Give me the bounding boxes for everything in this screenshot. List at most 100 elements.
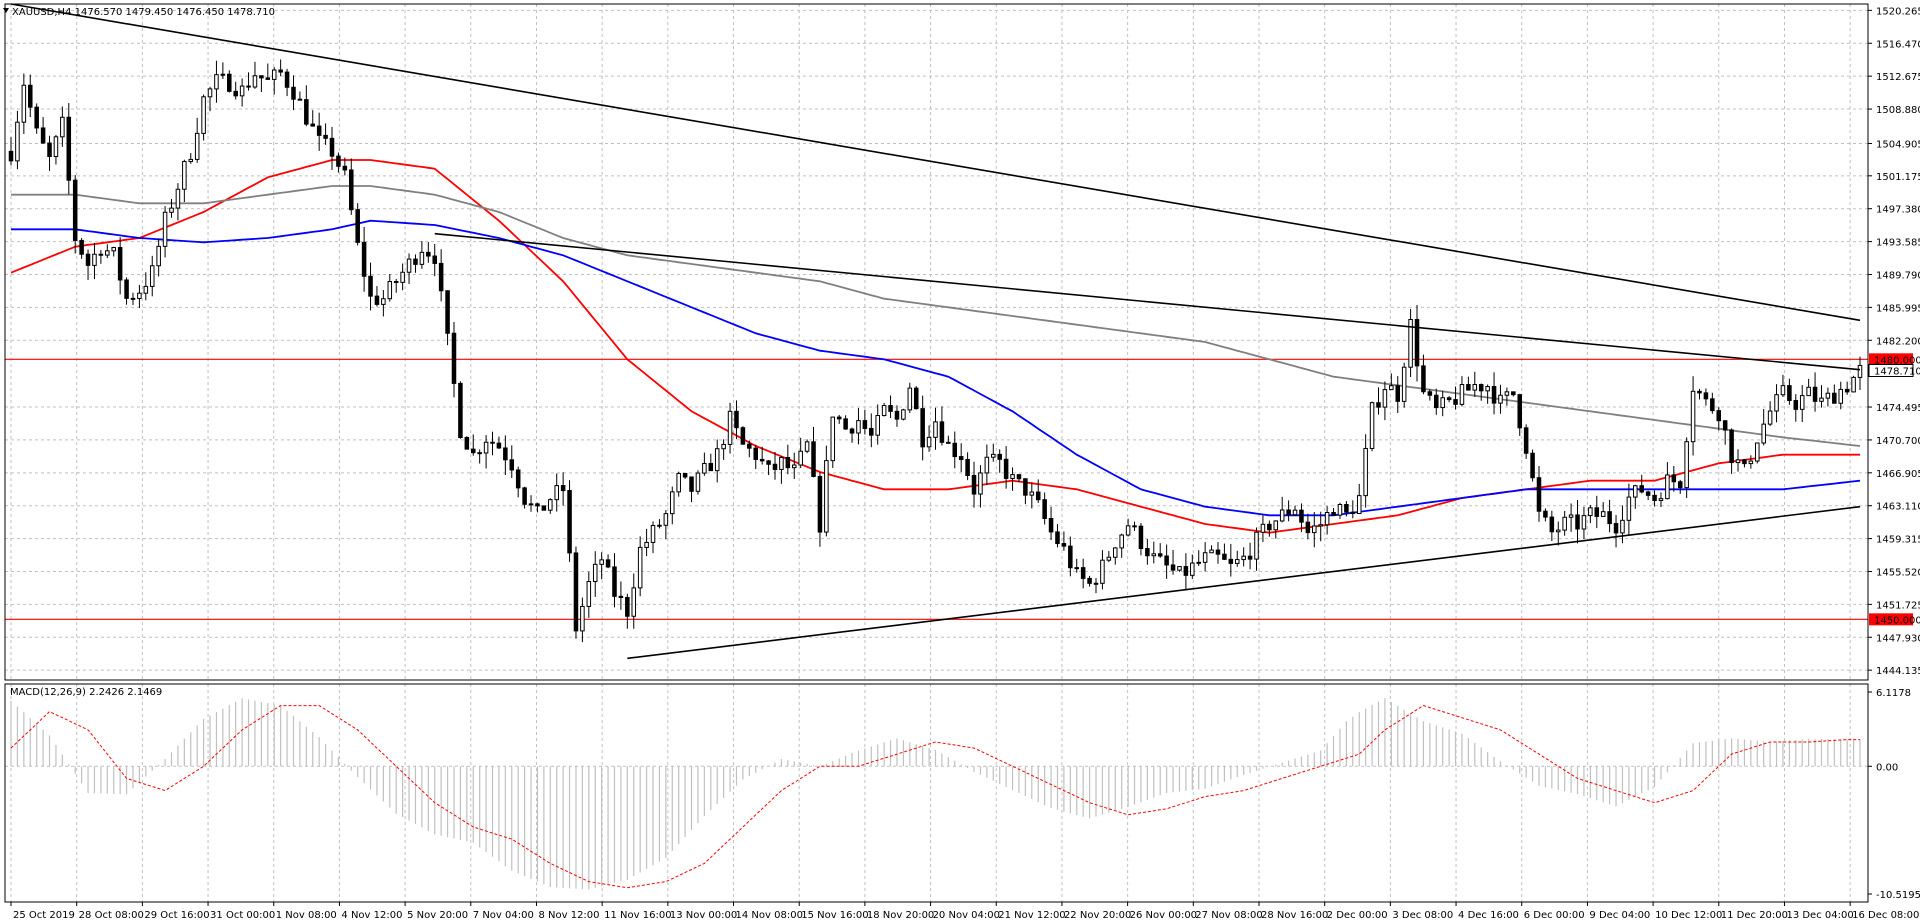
trendline[interactable] — [10, 3, 1861, 322]
horizontal-levels[interactable]: 1480.000 1450.000 1478.710 — [5, 353, 1920, 626]
candle-body — [316, 125, 322, 136]
candle-body — [1363, 447, 1368, 497]
candle-body — [1517, 394, 1522, 429]
candle-body — [1600, 511, 1606, 517]
candle-body — [419, 251, 425, 265]
candle-body — [869, 427, 874, 436]
candle-body — [952, 442, 958, 458]
candle-body — [438, 262, 444, 292]
candle-body — [1087, 577, 1092, 584]
candle-body — [1677, 481, 1683, 489]
candle-body — [156, 245, 161, 267]
candle-body — [663, 513, 669, 526]
candle-body — [657, 524, 662, 527]
candle-body — [1068, 545, 1073, 569]
candle-body — [554, 485, 559, 501]
candle-body — [1414, 319, 1420, 367]
candle-body — [124, 279, 129, 299]
trendline[interactable] — [434, 232, 1861, 371]
candle-body — [297, 98, 303, 101]
candle-body — [1498, 394, 1503, 404]
candle-body — [105, 250, 110, 256]
candle-body — [1478, 384, 1484, 392]
candle-body — [207, 88, 213, 98]
price-level-label: 1450.000 — [1874, 615, 1920, 626]
candle-body — [1273, 520, 1279, 531]
moving-averages[interactable] — [10, 159, 1861, 534]
price-tick-label: 1520.265 — [1876, 6, 1920, 17]
candle-body — [143, 285, 149, 294]
candle-body — [149, 265, 155, 287]
candle-body — [1851, 376, 1856, 393]
candle-body — [329, 137, 335, 157]
time-tick-label: 11 Dec 20:00 — [1721, 910, 1788, 921]
time-axis[interactable]: 25 Oct 2019 28 Oct 08:00 29 Oct 16:00 31 Oc… — [10, 902, 1919, 921]
candle-body — [1748, 460, 1754, 465]
candle-body — [1440, 397, 1445, 409]
candle-body — [400, 271, 405, 283]
macd-tick-label: 0.00 — [1876, 762, 1898, 773]
candle-body — [92, 253, 97, 266]
symbol-dropdown-icon[interactable] — [3, 8, 9, 13]
candle-body — [117, 247, 123, 281]
candle-body — [1735, 459, 1741, 464]
candle-body — [644, 541, 649, 548]
time-tick-label: 7 Nov 04:00 — [473, 910, 534, 921]
candle-body — [702, 462, 707, 474]
candle-body — [958, 456, 964, 460]
candle-body — [381, 298, 386, 305]
candle-body — [1125, 525, 1131, 536]
candle-body — [1222, 553, 1227, 560]
candle-body — [1016, 474, 1022, 480]
time-tick-label: 13 Nov 00:00 — [670, 910, 737, 921]
candle-body — [194, 132, 200, 160]
moving-average-line[interactable] — [11, 185, 1861, 447]
candle-body — [15, 121, 20, 162]
candle-body — [978, 472, 983, 495]
candle-body — [1048, 517, 1054, 533]
current-price-tag — [1868, 364, 1914, 378]
time-tick-label: 16 Dec 08:00 — [1852, 910, 1919, 921]
time-tick-label: 20 Nov 04:00 — [933, 910, 1000, 921]
time-tick-label: 11 Nov 16:00 — [604, 910, 671, 921]
candle-body — [913, 387, 919, 410]
candle-body — [220, 73, 226, 76]
candle-body — [586, 581, 592, 607]
candle-body — [1511, 391, 1516, 396]
candle-body — [695, 472, 701, 492]
candle-body — [1549, 516, 1555, 533]
candle-body — [1190, 562, 1195, 576]
candle-body — [946, 441, 951, 444]
candle-body — [342, 165, 348, 171]
candle-body — [804, 441, 810, 452]
candle-body — [637, 546, 643, 589]
candle-body — [393, 281, 399, 284]
price-axis[interactable]: 1520.265 1516.470 1512.675 1508.880 1504.905… — [1868, 6, 1920, 901]
candle-body — [509, 459, 515, 471]
candle-body — [1119, 534, 1124, 549]
candle-body — [137, 292, 142, 299]
candle-body — [522, 487, 527, 505]
candlesticks — [8, 59, 1863, 643]
candle-body — [361, 241, 367, 277]
candle-body — [1157, 553, 1163, 557]
candle-body — [785, 457, 791, 469]
candle-body — [798, 450, 803, 466]
time-tick-label: 6 Dec 00:00 — [1524, 910, 1585, 921]
price-level-tag — [1869, 613, 1913, 626]
candle-body — [445, 290, 450, 334]
candle-body — [1202, 552, 1208, 563]
moving-average-line[interactable] — [10, 159, 1860, 534]
candle-body — [1626, 496, 1632, 521]
trendlines[interactable] — [10, 3, 1861, 660]
candle-body — [1080, 567, 1086, 579]
time-tick-label: 8 Nov 12:00 — [538, 910, 599, 921]
trendline[interactable] — [627, 505, 1861, 660]
candle-body — [1825, 392, 1831, 399]
candle-body — [1241, 555, 1246, 561]
candle-body — [1491, 386, 1497, 404]
moving-average-line[interactable] — [11, 219, 1861, 517]
